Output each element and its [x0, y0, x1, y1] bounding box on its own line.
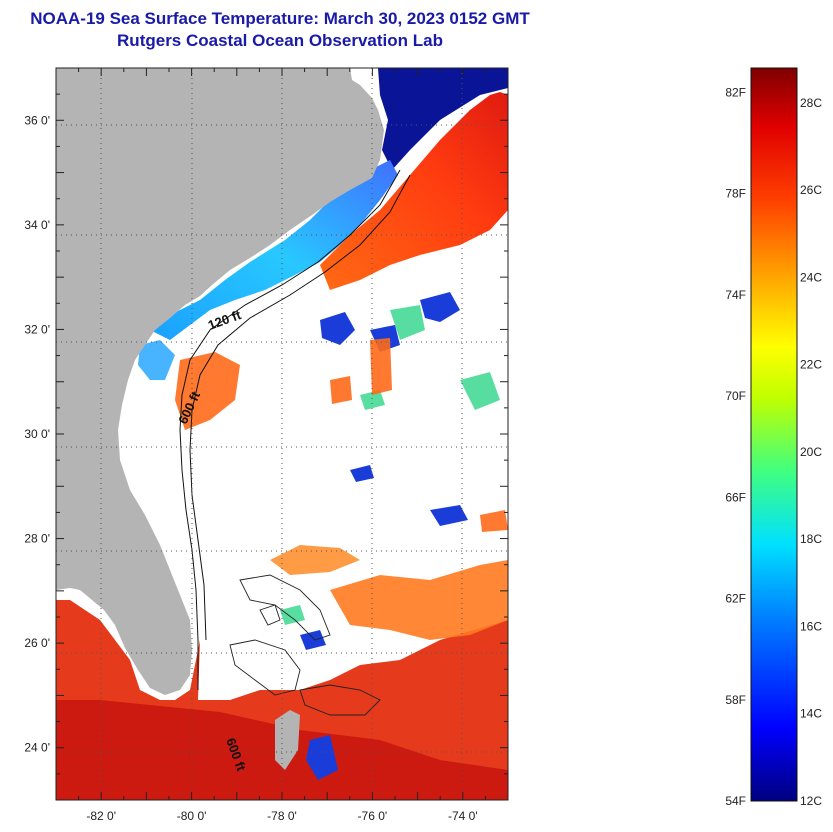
colorbar-c-label: 24C — [800, 270, 822, 284]
colorbar-f-label: 70F — [725, 389, 746, 403]
shelf-water — [150, 160, 398, 340]
lat-tick-label: 32 0' — [24, 322, 50, 336]
bahamas-outlines — [229, 574, 381, 716]
colorbar-c-label: 16C — [800, 619, 822, 633]
lon-tick-label: -82 0' — [86, 809, 116, 823]
page-subtitle: Rutgers Coastal Ocean Observation Lab — [117, 31, 443, 50]
colorbar-c-label: 18C — [800, 532, 822, 546]
colorbar-f-label: 74F — [725, 288, 746, 302]
title-block: NOAA-19 Sea Surface Temperature: March 3… — [0, 8, 560, 52]
lon-tick-label: -76 0' — [358, 809, 388, 823]
colorbar-c-label: 28C — [800, 96, 822, 110]
colorbar-celsius-labels: 12C 14C 16C 18C 20C 22C 24C 26C 28C — [800, 96, 822, 808]
scattered-cold-patches — [300, 292, 468, 780]
lat-tick-label: 26 0' — [24, 636, 50, 650]
page-title: NOAA-19 Sea Surface Temperature: March 3… — [30, 9, 530, 28]
colorbar-f-label: 54F — [725, 794, 746, 808]
scattered-warm-patches — [175, 338, 508, 532]
lon-tick-label: -74 0' — [448, 809, 478, 823]
colorbar-fahrenheit-labels: 54F 58F 62F 66F 70F 74F 78F 82F — [725, 85, 746, 808]
latitude-axis: 36 0' 34 0' 32 0' 30 0' 28 0' 26 0' 24 0' — [24, 67, 508, 801]
longitude-axis: -82 0' -80 0' -78 0' -76 0' -74 0' — [55, 68, 509, 823]
map-body: 120 ft 600 ft 600 ft — [56, 68, 508, 800]
colorbar-c-label: 14C — [800, 707, 822, 721]
colorbar-c-label: 26C — [800, 183, 822, 197]
colorbar-f-label: 78F — [725, 187, 746, 201]
colorbar-c-label: 12C — [800, 794, 822, 808]
lat-lon-grid — [56, 68, 508, 800]
atlantic-warm-patches — [330, 560, 508, 640]
colorbar — [750, 67, 798, 802]
lat-tick-label: 34 0' — [24, 218, 50, 232]
lat-tick-label: 30 0' — [24, 427, 50, 441]
lat-tick-label: 36 0' — [24, 113, 50, 127]
scattered-mild-patches — [280, 305, 500, 625]
lat-tick-label: 24 0' — [24, 741, 50, 755]
cuba-coast — [275, 710, 300, 770]
us-mainland — [56, 68, 384, 695]
colorbar-c-label: 22C — [800, 358, 822, 372]
lon-tick-label: -78 0' — [267, 809, 297, 823]
atlantic-warm-band — [270, 545, 360, 575]
depth-contours — [179, 169, 411, 690]
gulf-stream — [320, 92, 508, 290]
cold-north-water — [378, 68, 508, 170]
colorbar-c-label: 20C — [800, 445, 822, 459]
colorbar-f-label: 62F — [725, 592, 746, 606]
lat-tick-label: 28 0' — [24, 532, 50, 546]
lon-tick-label: -80 0' — [177, 809, 207, 823]
shelf-water-south — [138, 340, 175, 380]
colorbar-f-label: 58F — [725, 693, 746, 707]
colorbar-f-label: 82F — [725, 85, 746, 99]
colorbar-f-label: 66F — [725, 490, 746, 504]
